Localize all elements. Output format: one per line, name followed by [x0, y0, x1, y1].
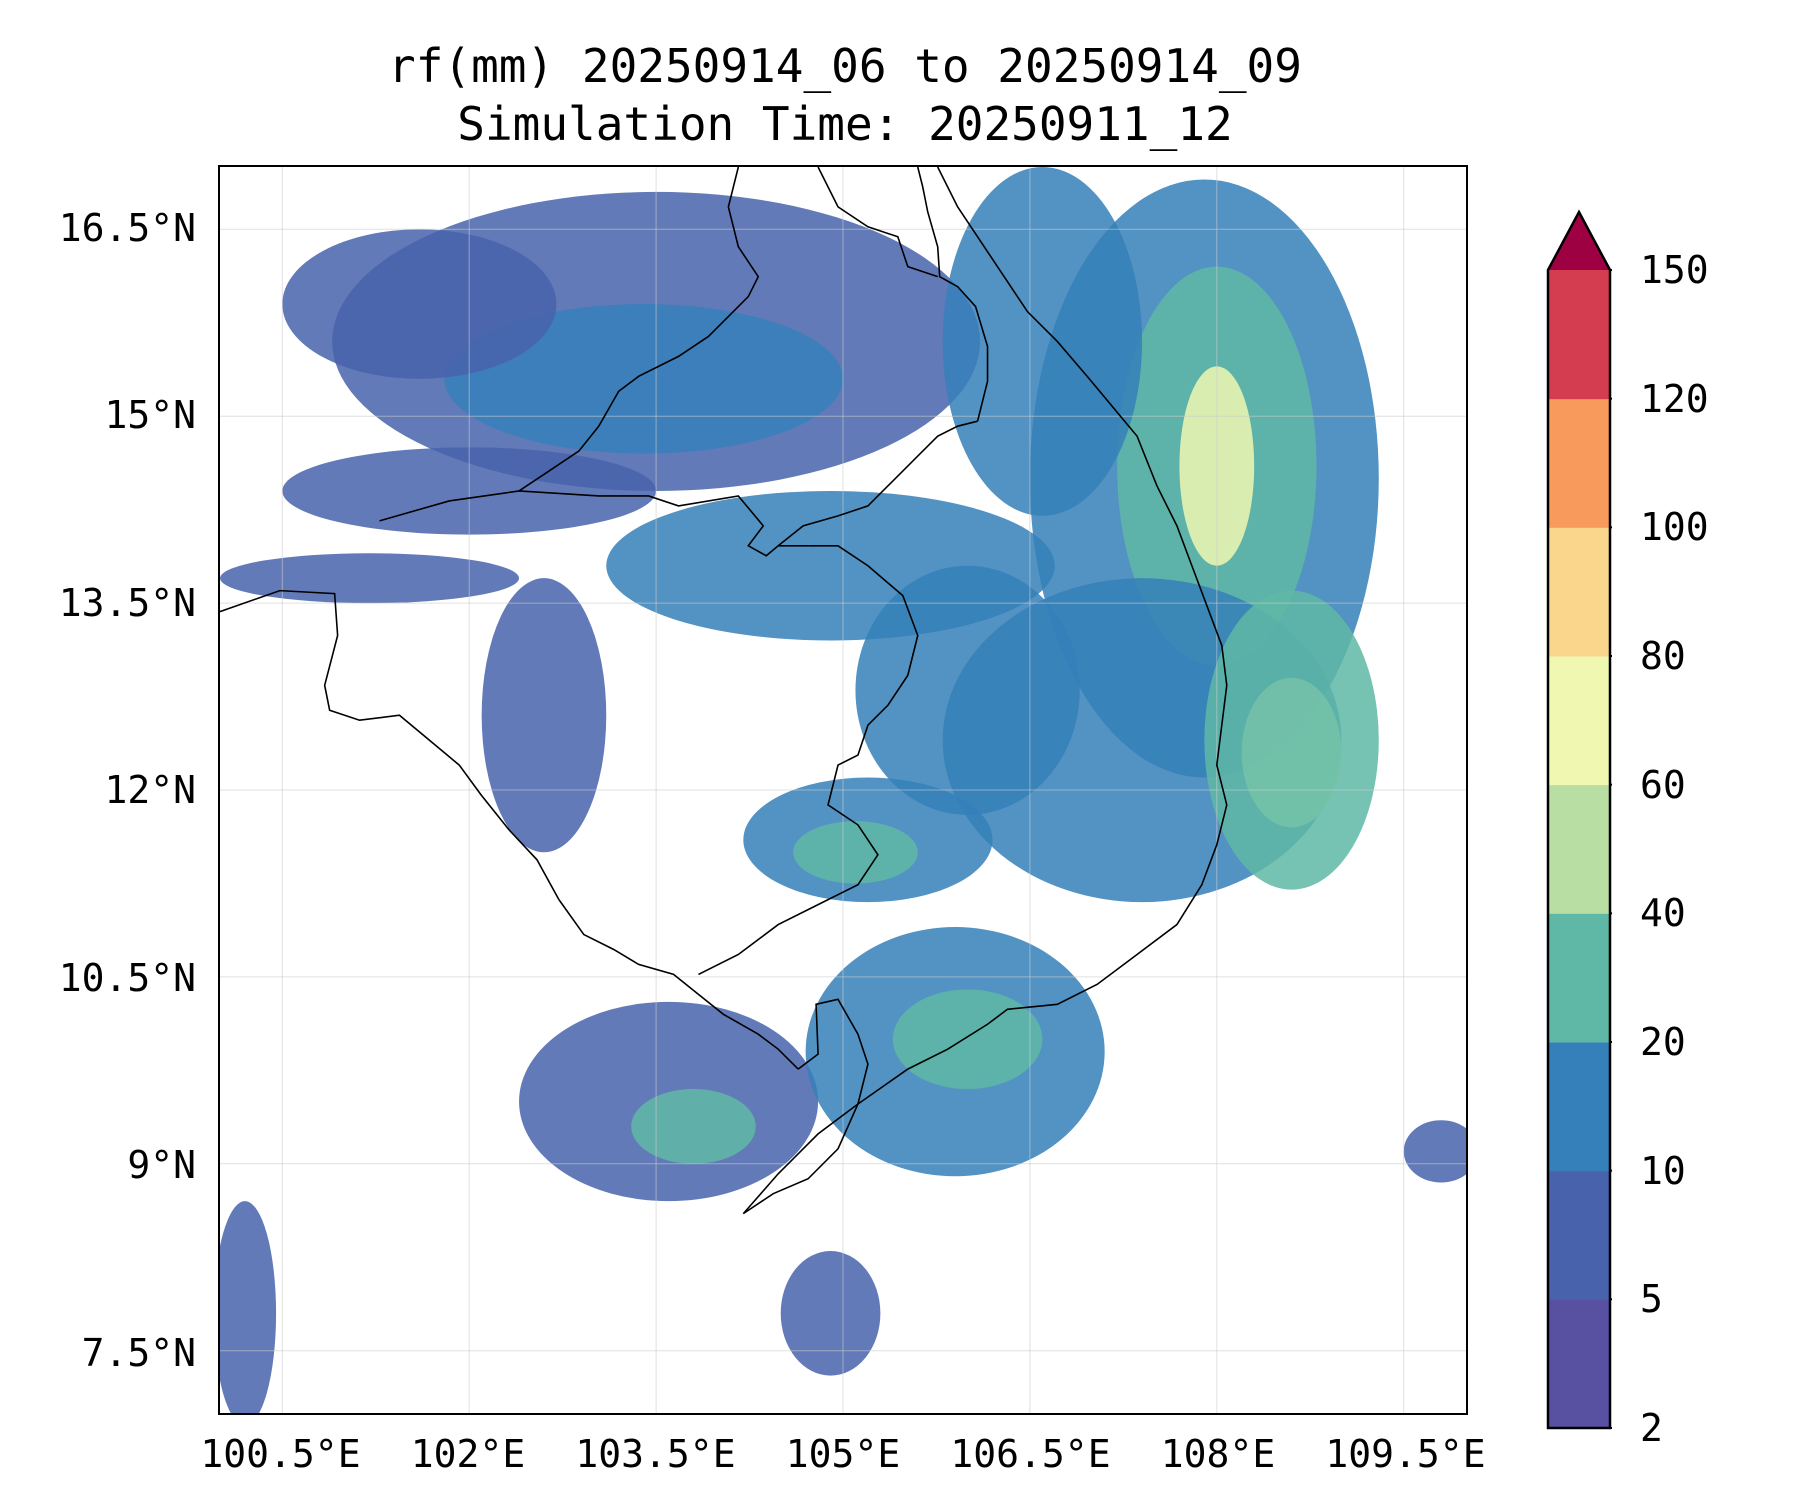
longitude-tick-label: 100.5°E: [200, 1432, 361, 1476]
rain-area-cambodia-ring-east: [855, 565, 1080, 815]
coastline-delta-east: [742, 804, 1228, 1215]
coastline-gulf-west: [220, 589, 560, 901]
colorbar-segment: [1548, 784, 1610, 914]
colorbar-segment: [1548, 1299, 1610, 1429]
longitude-tick-label: 106.5°E: [950, 1432, 1111, 1476]
coastlines-borders: [220, 167, 1228, 1215]
colorbar-outline: [1546, 209, 1612, 1430]
colorbar-tick-label: 2: [1640, 1406, 1663, 1450]
colorbar-tick-label: 20: [1640, 1020, 1686, 1064]
colorbar-tick-label: 80: [1640, 634, 1686, 678]
rain-area-coast-south-inner: [1204, 590, 1379, 890]
latitude-tick-label: 15°N: [104, 393, 196, 437]
colorbar-tick-label: 5: [1640, 1277, 1663, 1322]
colorbar-tick-label: 40: [1640, 891, 1686, 936]
rain-area-south-sea-strip: [780, 1251, 881, 1376]
longitude-tick-label: 108°E: [1160, 1432, 1276, 1476]
rain-area-northwest-fragments: [282, 229, 557, 379]
figure-title: rf(mm) 20250914_06 to 20250914_09: [388, 39, 1302, 93]
border-laos-thailand: [518, 167, 760, 492]
latitude-tick-label: 9°N: [127, 1143, 196, 1187]
colorbar-segment: [1548, 656, 1610, 786]
longitude-tick-label: 103.5°E: [575, 1432, 736, 1476]
coastline-cambodia: [558, 899, 799, 1070]
colorbar-tick-label: 120: [1640, 376, 1709, 421]
coastline-mekong-ca-mau: [742, 998, 869, 1215]
coastline-central-vietnam: [936, 167, 1228, 806]
border-vietnam-west: [916, 167, 989, 422]
colorbar-segment: [1548, 1170, 1610, 1300]
border-laos-cambodia: [777, 420, 978, 547]
colorbar-segment: [1548, 270, 1610, 400]
rain-area-gulf-band-core: [631, 1089, 756, 1164]
colorbar-segment: [1548, 913, 1610, 1043]
colorbar-segment: [1548, 527, 1610, 657]
figure-subtitle: Simulation Time: 20250911_12: [457, 97, 1233, 151]
colorbar-tick-label: 150: [1640, 248, 1709, 292]
map-frame: [218, 165, 1468, 1415]
border-north: [817, 167, 938, 278]
rain-area-northeast-highlands: [942, 167, 1143, 516]
rainfall-map: [220, 167, 1466, 1413]
rain-area-thai-coast-strip: [481, 578, 607, 853]
colorbar-segment: [1548, 398, 1610, 528]
longitude-tick-label: 105°E: [785, 1432, 901, 1476]
latitude-tick-label: 12°N: [104, 768, 196, 812]
colorbar-tick-label: 100: [1640, 505, 1709, 550]
map-gridlines: [220, 167, 1466, 1413]
latitude-tick-label: 10.5°N: [58, 955, 196, 1000]
rain-area-mekong-delta-core: [892, 989, 1043, 1090]
rain-area-cambodia-ring-south-core: [793, 821, 918, 884]
latitude-tick-label: 7.5°N: [81, 1330, 196, 1375]
colorbar-tick-label: 60: [1640, 762, 1686, 807]
latitude-tick-label: 16.5°N: [58, 205, 196, 250]
border-cambodia-vietnam: [698, 544, 919, 976]
longitude-tick-label: 102°E: [410, 1432, 526, 1476]
border-thailand-cambodia: [379, 490, 809, 557]
rain-area-west-band-lower: [220, 553, 520, 604]
colorbar-tick-label: 10: [1640, 1148, 1686, 1193]
latitude-tick-label: 13.5°N: [58, 580, 196, 625]
rain-area-southwest-strip: [220, 1201, 277, 1413]
rain-area-east-sea-strip: [1403, 1120, 1466, 1183]
colorbar: [1546, 209, 1612, 1430]
longitude-tick-label: 109.5°E: [1325, 1432, 1486, 1476]
colorbar-segment: [1548, 1042, 1610, 1172]
colorbar-extend-arrow: [1548, 212, 1610, 270]
